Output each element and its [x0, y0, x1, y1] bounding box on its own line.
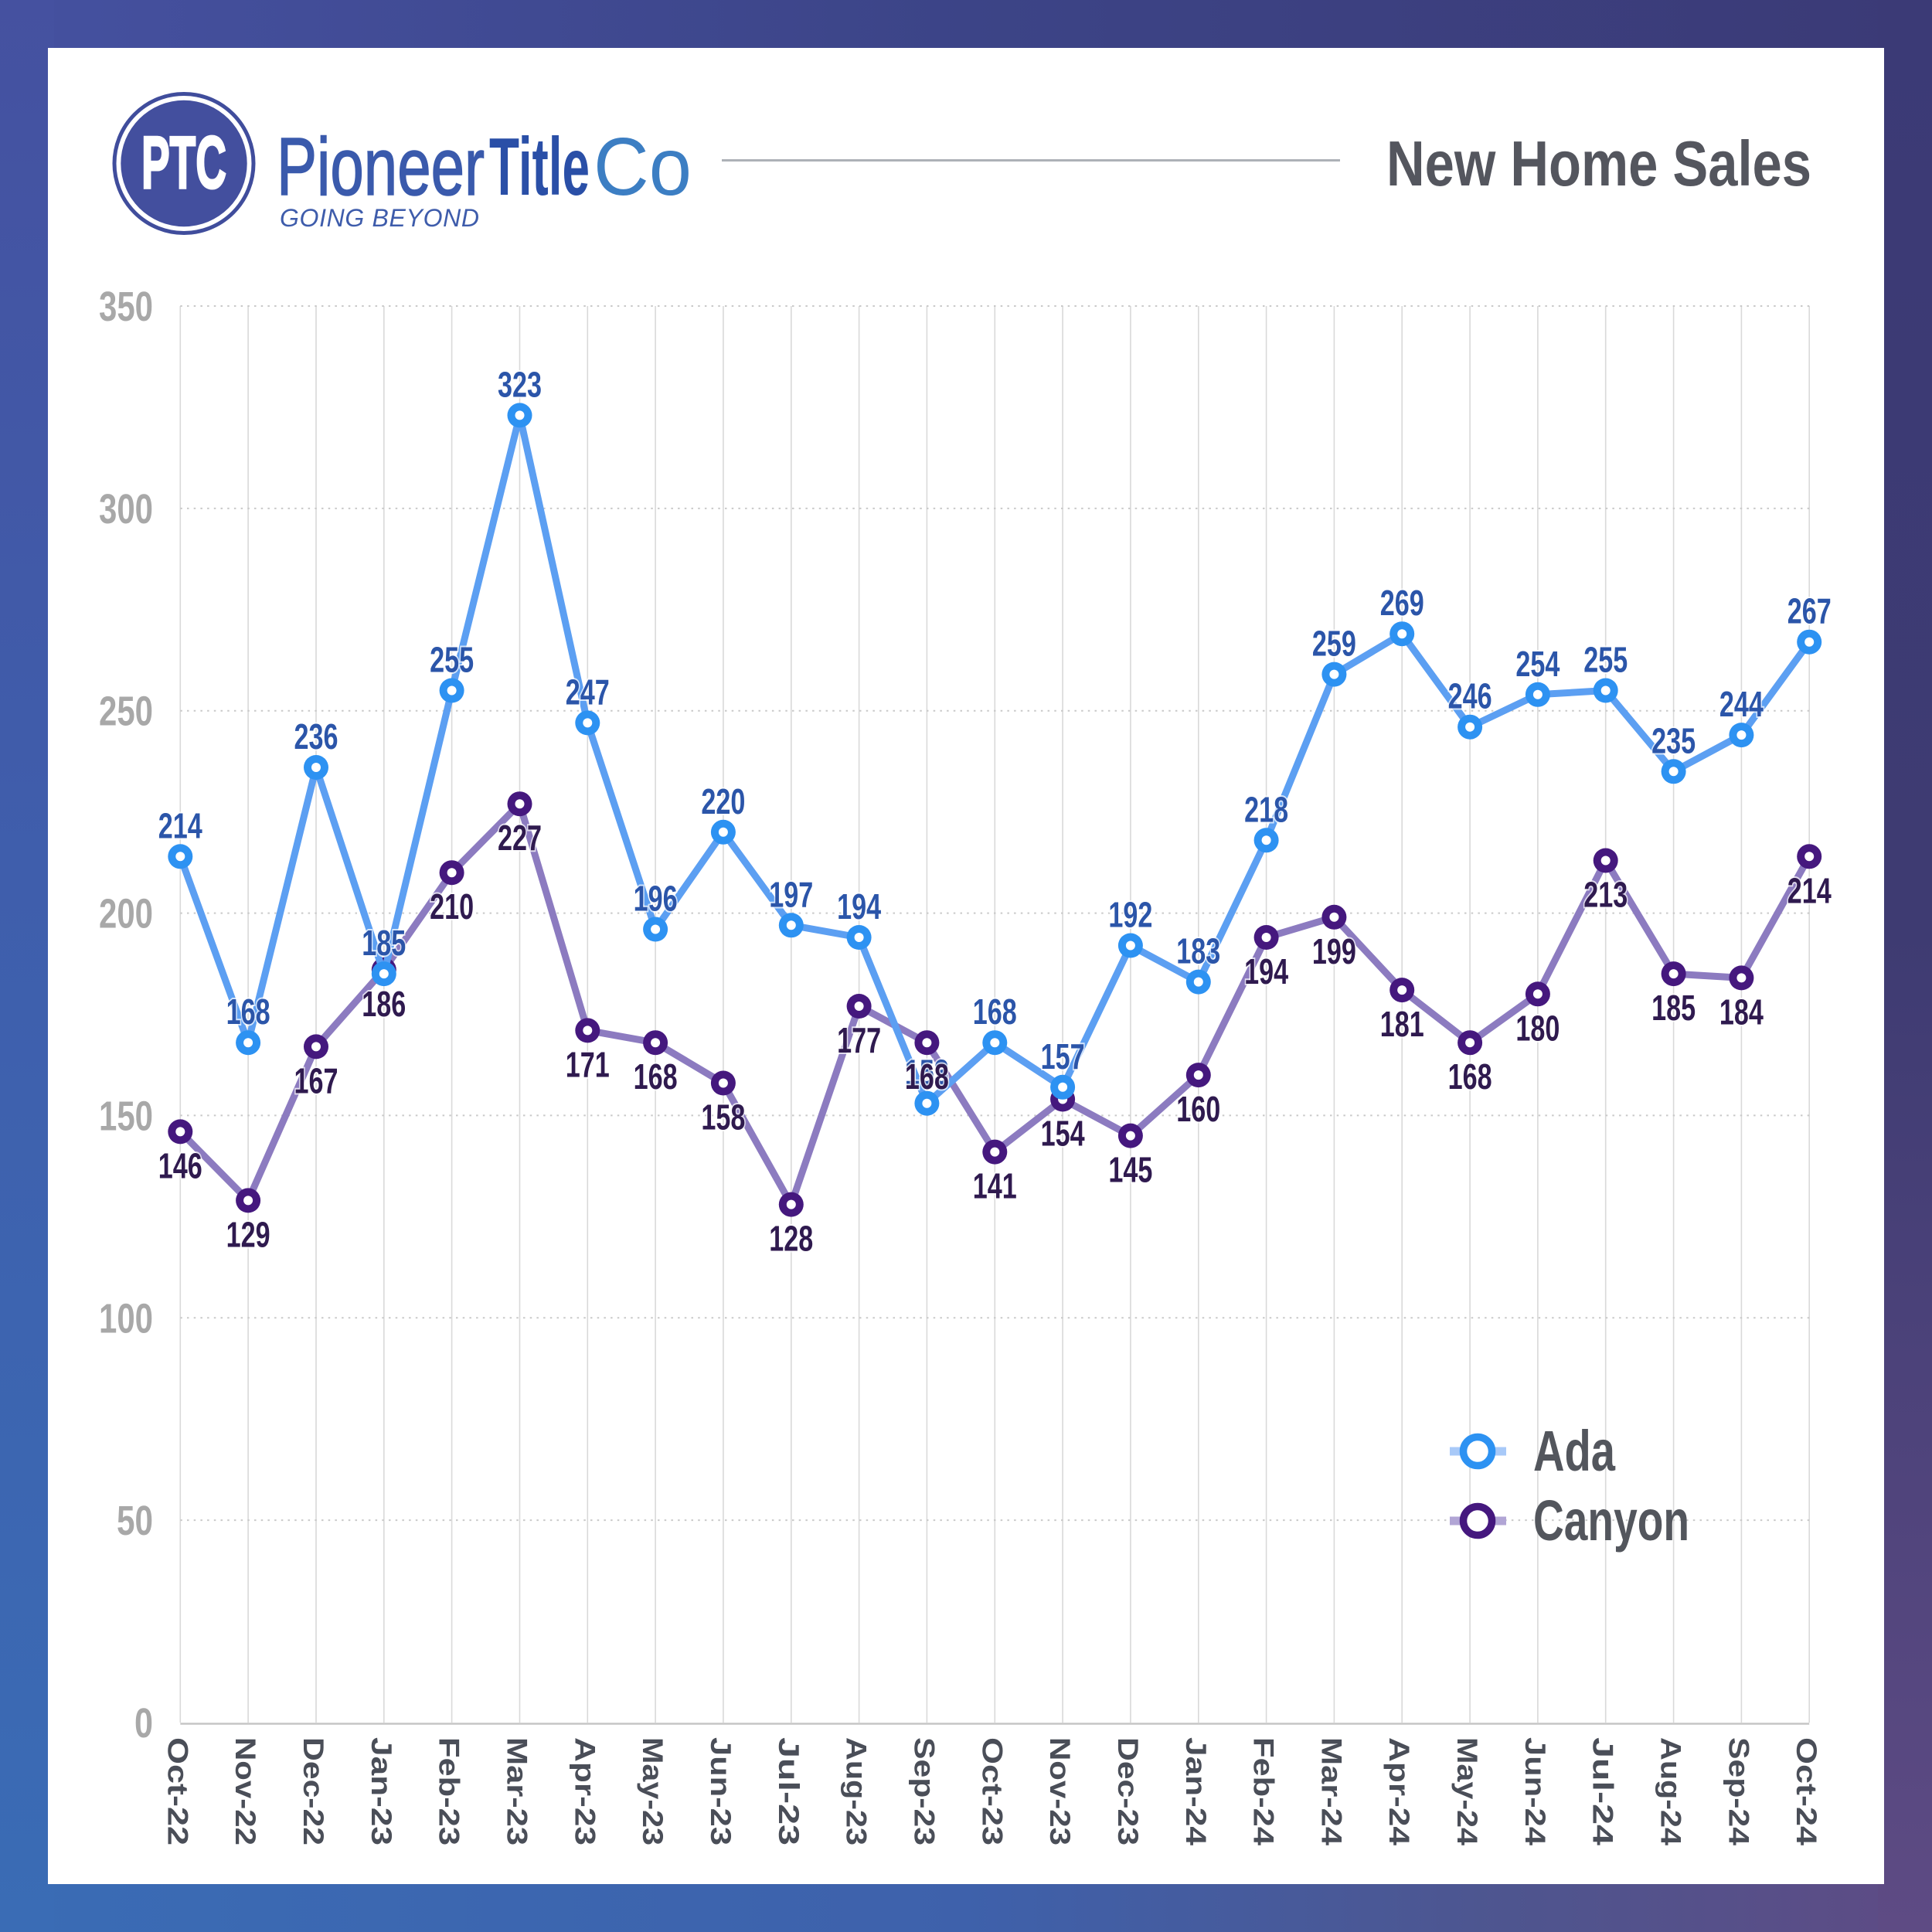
- svg-text:200: 200: [99, 891, 153, 937]
- svg-text:267: 267: [1787, 591, 1832, 631]
- svg-text:218: 218: [1244, 789, 1288, 829]
- svg-text:168: 168: [1448, 1056, 1492, 1097]
- svg-text:Canyon: Canyon: [1533, 1488, 1689, 1553]
- svg-text:Jun-23: Jun-23: [705, 1737, 736, 1845]
- svg-text:129: 129: [226, 1214, 270, 1254]
- svg-text:323: 323: [498, 364, 542, 404]
- svg-text:197: 197: [769, 874, 813, 914]
- svg-text:Sep-24: Sep-24: [1723, 1737, 1754, 1845]
- svg-text:145: 145: [1108, 1150, 1152, 1190]
- svg-text:50: 50: [117, 1498, 153, 1544]
- svg-text:250: 250: [99, 689, 153, 735]
- svg-text:210: 210: [430, 886, 474, 927]
- svg-text:160: 160: [1176, 1089, 1220, 1129]
- svg-text:168: 168: [973, 992, 1017, 1032]
- svg-text:350: 350: [99, 284, 153, 330]
- svg-text:168: 168: [226, 992, 270, 1032]
- svg-text:Oct-22: Oct-22: [162, 1737, 193, 1845]
- svg-text:168: 168: [634, 1056, 678, 1097]
- svg-text:300: 300: [99, 486, 153, 532]
- svg-text:255: 255: [430, 640, 474, 680]
- svg-text:157: 157: [1041, 1036, 1085, 1077]
- svg-text:Jan-24: Jan-24: [1180, 1737, 1212, 1846]
- svg-text:158: 158: [701, 1097, 745, 1138]
- svg-text:May-24: May-24: [1451, 1737, 1483, 1845]
- svg-text:141: 141: [973, 1166, 1017, 1206]
- svg-text:Feb-23: Feb-23: [434, 1737, 465, 1845]
- svg-text:220: 220: [701, 781, 745, 821]
- svg-text:171: 171: [566, 1044, 610, 1084]
- svg-text:Nov-23: Nov-23: [1044, 1737, 1076, 1845]
- svg-text:Apr-23: Apr-23: [569, 1737, 600, 1845]
- svg-text:Apr-24: Apr-24: [1383, 1737, 1415, 1845]
- svg-text:153: 153: [905, 1053, 949, 1093]
- svg-text:196: 196: [634, 879, 678, 919]
- svg-text:100: 100: [99, 1295, 153, 1342]
- svg-text:168: 168: [905, 1056, 949, 1097]
- svg-text:Mar-24: Mar-24: [1315, 1737, 1347, 1845]
- svg-text:269: 269: [1380, 583, 1424, 623]
- svg-text:128: 128: [769, 1219, 813, 1259]
- svg-text:Jul-23: Jul-23: [773, 1737, 804, 1845]
- svg-text:Dec-23: Dec-23: [1112, 1737, 1144, 1845]
- svg-text:227: 227: [498, 818, 542, 858]
- svg-text:Jan-23: Jan-23: [366, 1737, 397, 1845]
- svg-text:Jul-24: Jul-24: [1587, 1737, 1619, 1846]
- svg-text:Jun-24: Jun-24: [1519, 1737, 1551, 1845]
- svg-text:146: 146: [158, 1145, 202, 1185]
- svg-text:186: 186: [362, 984, 406, 1024]
- svg-text:Mar-23: Mar-23: [502, 1737, 533, 1845]
- svg-text:255: 255: [1583, 640, 1628, 680]
- svg-text:Oct-24: Oct-24: [1791, 1737, 1822, 1846]
- svg-text:214: 214: [158, 805, 202, 845]
- svg-text:183: 183: [1176, 931, 1220, 971]
- svg-text:214: 214: [1787, 870, 1832, 910]
- svg-text:199: 199: [1312, 931, 1356, 971]
- svg-text:244: 244: [1719, 684, 1764, 724]
- svg-text:180: 180: [1515, 1008, 1560, 1048]
- svg-text:185: 185: [1651, 988, 1696, 1028]
- svg-text:194: 194: [837, 886, 881, 927]
- svg-text:167: 167: [294, 1060, 338, 1100]
- svg-text:Pioneer: Pioneer: [277, 121, 485, 213]
- svg-text:Title: Title: [489, 121, 590, 213]
- svg-text:Dec-22: Dec-22: [298, 1737, 329, 1845]
- svg-text:192: 192: [1108, 895, 1152, 935]
- svg-text:Aug-24: Aug-24: [1655, 1737, 1687, 1845]
- svg-text:247: 247: [566, 672, 610, 712]
- svg-text:213: 213: [1583, 875, 1628, 915]
- svg-text:235: 235: [1651, 720, 1696, 760]
- svg-text:Ada: Ada: [1533, 1419, 1616, 1483]
- svg-text:Co: Co: [594, 121, 692, 213]
- svg-text:GOING BEYOND: GOING BEYOND: [280, 204, 479, 232]
- svg-text:150: 150: [99, 1093, 153, 1139]
- svg-text:Sep-23: Sep-23: [908, 1737, 940, 1845]
- svg-text:Nov-22: Nov-22: [230, 1737, 261, 1845]
- svg-text:New Home Sales: New Home Sales: [1386, 128, 1811, 199]
- svg-text:0: 0: [134, 1700, 153, 1747]
- svg-text:Feb-24: Feb-24: [1248, 1737, 1280, 1845]
- svg-text:259: 259: [1312, 624, 1356, 664]
- svg-text:236: 236: [294, 716, 338, 757]
- svg-text:Aug-23: Aug-23: [841, 1737, 872, 1845]
- svg-text:254: 254: [1515, 644, 1560, 684]
- svg-text:184: 184: [1719, 992, 1764, 1032]
- svg-text:Oct-23: Oct-23: [976, 1737, 1008, 1845]
- svg-text:154: 154: [1041, 1114, 1085, 1154]
- svg-text:181: 181: [1380, 1004, 1424, 1044]
- svg-text:246: 246: [1448, 676, 1492, 716]
- svg-text:194: 194: [1244, 951, 1288, 992]
- svg-text:177: 177: [837, 1020, 881, 1060]
- svg-text:May-23: May-23: [637, 1737, 668, 1845]
- svg-text:185: 185: [362, 923, 406, 963]
- svg-text:PTC: PTC: [141, 121, 226, 204]
